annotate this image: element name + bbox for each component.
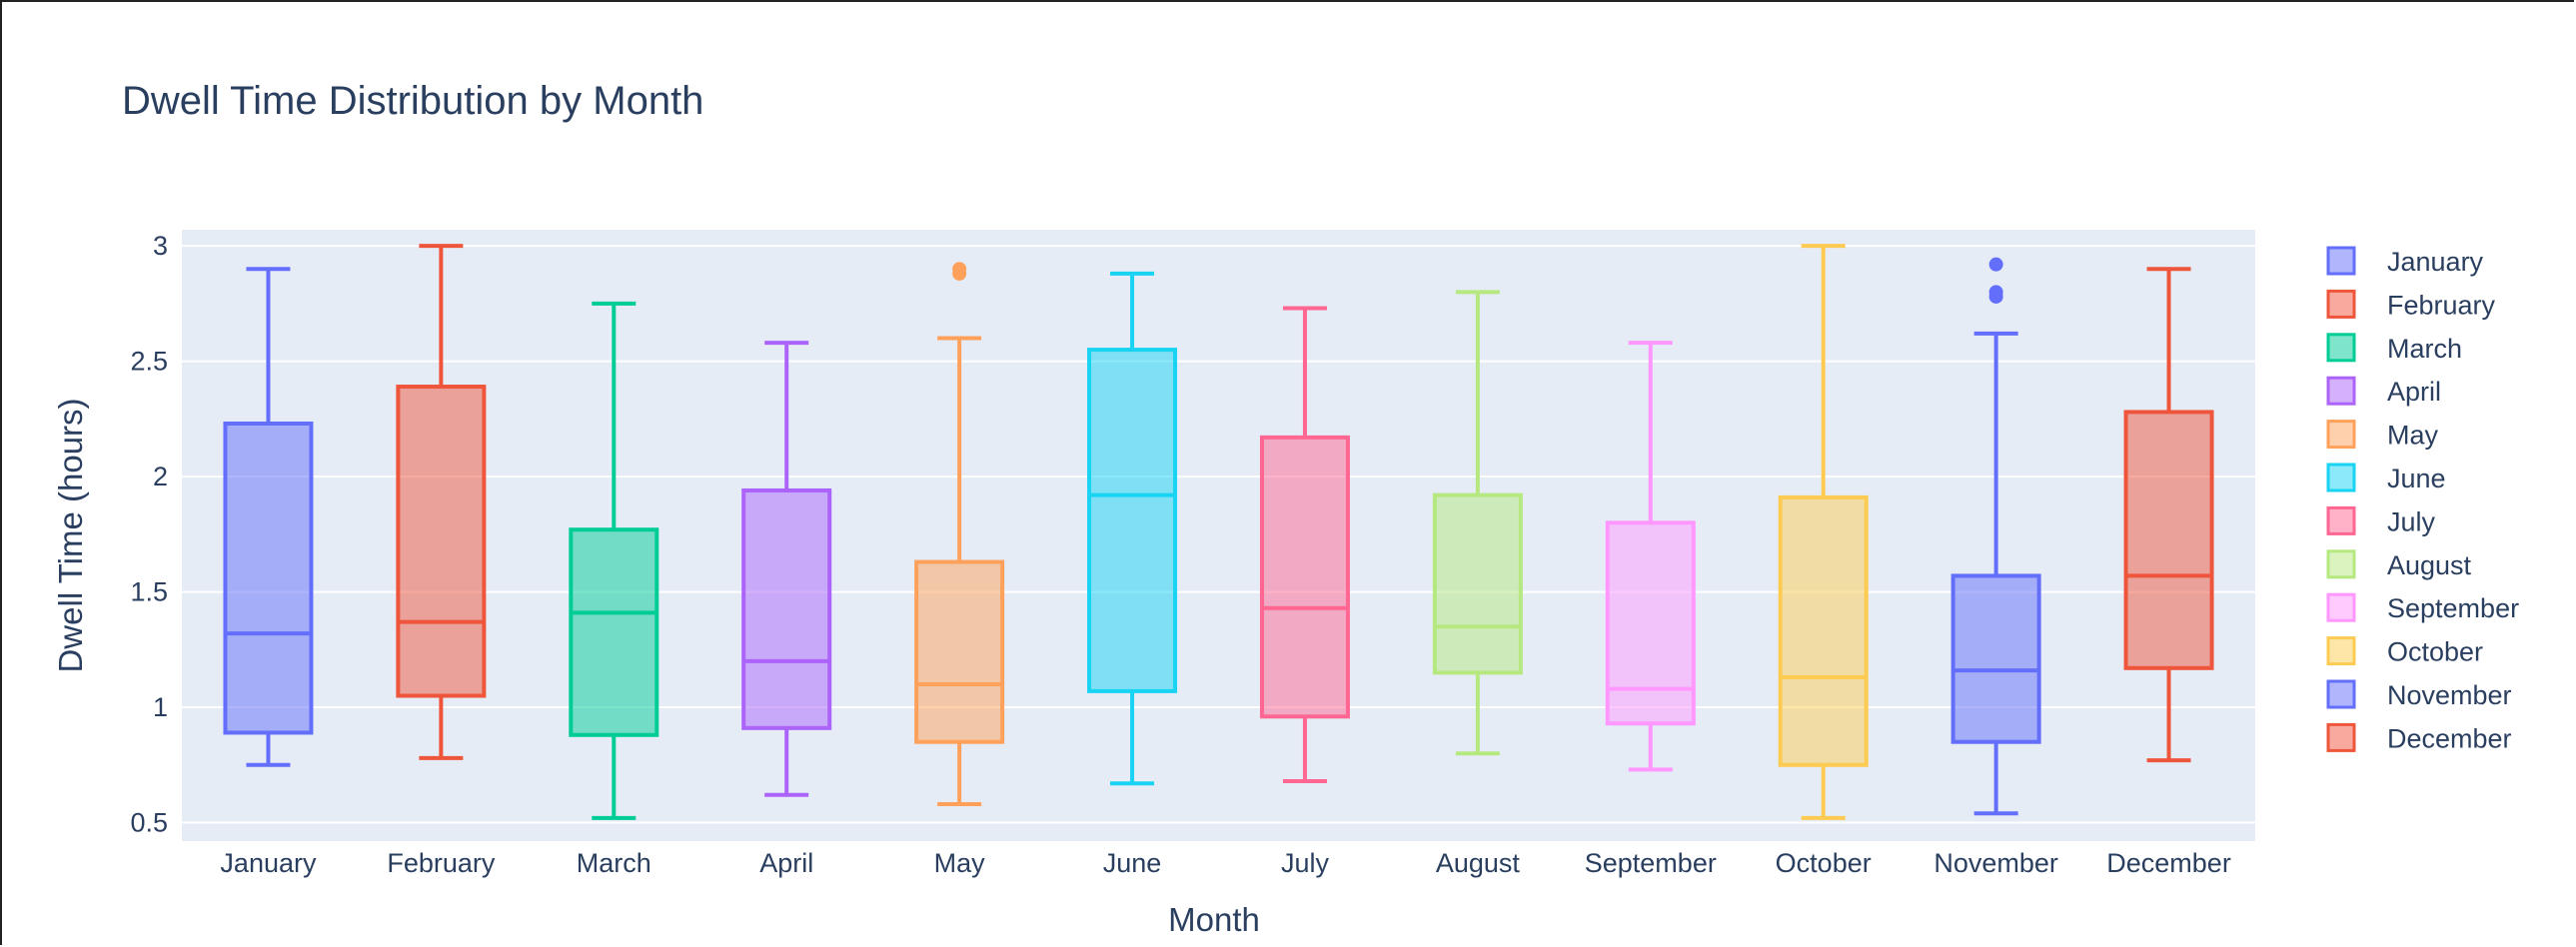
- chart-title: Dwell Time Distribution by Month: [122, 79, 703, 123]
- iqr-box: [1605, 520, 1696, 726]
- y-axis-ticks: 0.5 1 1.5 2 2.5 3: [130, 231, 168, 837]
- iqr-box: [1259, 435, 1350, 719]
- iqr-box: [1087, 348, 1178, 693]
- x-tick-label: August: [1436, 848, 1521, 878]
- y-tick-label: 3: [153, 231, 168, 261]
- legend-swatch: [2326, 549, 2356, 579]
- legend-swatch: [2326, 289, 2356, 319]
- box-december: [2123, 267, 2214, 763]
- box-january: [223, 267, 314, 767]
- legend-item-august: August: [2326, 549, 2472, 580]
- box-march: [569, 301, 659, 820]
- iqr-box: [914, 559, 1005, 744]
- plot-area: [182, 230, 2255, 841]
- x-tick-label: February: [387, 848, 496, 878]
- x-axis-title: Month: [1168, 901, 1260, 938]
- y-tick-label: 0.5: [130, 808, 168, 838]
- legend-item-february: February: [2326, 289, 2496, 320]
- legend-swatch: [2326, 679, 2356, 709]
- legend-swatch: [2326, 420, 2356, 450]
- x-tick-label: January: [220, 848, 317, 878]
- outlier-point: [1988, 257, 2003, 272]
- legend-item-september: September: [2326, 592, 2519, 623]
- iqr-box: [1950, 573, 2041, 744]
- x-tick-label: September: [1585, 848, 1717, 878]
- legend-item-may: May: [2326, 420, 2439, 451]
- legend-item-november: November: [2326, 679, 2512, 710]
- y-tick-label: 2: [153, 462, 168, 491]
- iqr-box: [741, 487, 832, 730]
- y-tick-label: 1: [153, 692, 168, 722]
- legend-swatch: [2326, 333, 2356, 363]
- iqr-box: [569, 527, 659, 737]
- legend-swatch: [2326, 636, 2356, 666]
- legend-swatch: [2326, 505, 2356, 535]
- box-february: [396, 244, 487, 760]
- legend-swatch: [2326, 246, 2356, 276]
- legend-item-april: April: [2326, 376, 2441, 407]
- legend-item-june: June: [2326, 463, 2446, 493]
- box-july: [1259, 306, 1350, 783]
- legend-item-march: March: [2326, 333, 2462, 364]
- box-september: [1605, 341, 1696, 772]
- legend-label: May: [2387, 421, 2439, 451]
- legend-label: July: [2387, 506, 2436, 536]
- y-tick-label: 2.5: [130, 347, 168, 377]
- iqr-box: [1778, 494, 1869, 767]
- x-tick-label: July: [1281, 848, 1330, 878]
- x-tick-label: May: [934, 848, 986, 878]
- legend-label: June: [2387, 464, 2446, 493]
- legend-label: February: [2387, 290, 2496, 320]
- legend-label: September: [2387, 593, 2519, 623]
- box-may: [914, 262, 1005, 807]
- iqr-box: [396, 385, 487, 698]
- y-axis-title: Dwell Time (hours): [52, 398, 89, 672]
- legend: January February March April May June July Augu…: [2326, 246, 2519, 753]
- outlier-point: [1988, 285, 2003, 300]
- legend-item-january: January: [2326, 246, 2484, 277]
- box-august: [1432, 290, 1523, 756]
- legend-item-july: July: [2326, 505, 2436, 536]
- legend-label: October: [2387, 637, 2483, 667]
- outlier-point: [952, 262, 967, 277]
- iqr-box: [2123, 410, 2214, 670]
- x-tick-label: November: [1933, 848, 2058, 878]
- legend-item-october: October: [2326, 636, 2483, 667]
- legend-label: January: [2387, 247, 2484, 277]
- box-october: [1778, 244, 1869, 820]
- box-series: [223, 244, 2214, 820]
- legend-swatch: [2326, 592, 2356, 622]
- x-tick-label: June: [1103, 848, 1162, 878]
- x-axis-ticks: January February March April May June July Augu…: [220, 848, 2230, 878]
- legend-item-december: December: [2326, 722, 2512, 753]
- legend-label: November: [2387, 680, 2512, 710]
- legend-swatch: [2326, 376, 2356, 406]
- x-tick-label: December: [2106, 848, 2231, 878]
- x-tick-label: April: [759, 848, 813, 878]
- iqr-box: [1432, 492, 1523, 675]
- gridlines: [182, 245, 2255, 824]
- iqr-box: [223, 421, 314, 735]
- legend-label: March: [2387, 334, 2462, 364]
- legend-label: April: [2387, 377, 2441, 407]
- box-april: [741, 341, 832, 797]
- x-tick-label: March: [577, 848, 651, 878]
- legend-label: August: [2387, 550, 2472, 580]
- box-june: [1087, 271, 1178, 786]
- x-tick-label: October: [1776, 848, 1872, 878]
- box-november: [1950, 257, 2041, 816]
- legend-label: December: [2387, 723, 2512, 753]
- y-tick-label: 1.5: [130, 577, 168, 607]
- legend-swatch: [2326, 463, 2356, 492]
- legend-swatch: [2326, 722, 2356, 752]
